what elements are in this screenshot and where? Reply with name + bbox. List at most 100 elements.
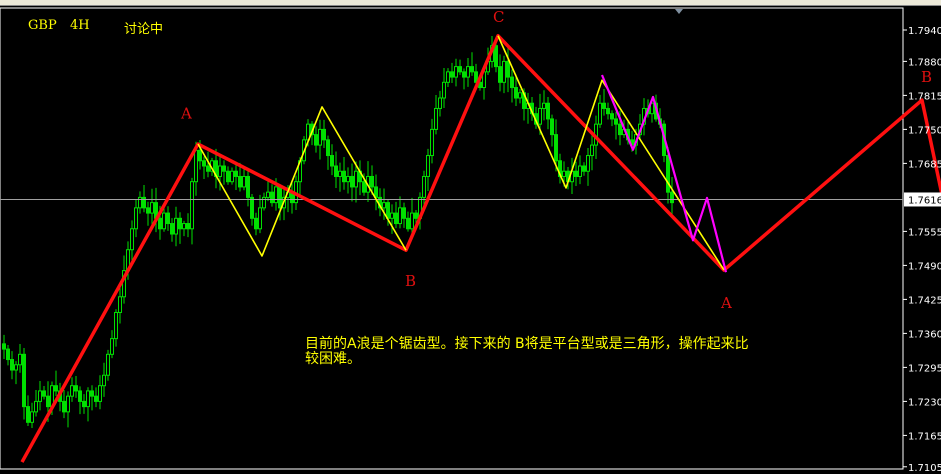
- candle-body: [54, 385, 58, 392]
- candle-body: [370, 175, 374, 188]
- candle-body: [134, 207, 138, 230]
- candle-body: [166, 212, 170, 225]
- candle-body: [322, 128, 326, 141]
- candle-body: [506, 60, 510, 78]
- y-axis-tick-label: 1.7555: [908, 227, 941, 238]
- chart-title: 讨论中: [124, 22, 164, 37]
- candle-body: [402, 207, 406, 219]
- candle-body: [498, 66, 502, 83]
- candle-body: [198, 149, 202, 162]
- toolbar-strip: [0, 0, 941, 6]
- candle-body: [350, 175, 354, 188]
- annotation-line: 目前的A浪是个锯齿型。接下来的 B将是平台型或是三角形，操作起来比: [305, 336, 749, 352]
- candle-body: [34, 400, 38, 413]
- candle-body: [458, 66, 462, 73]
- y-axis-tick-label: 1.7295: [908, 363, 941, 374]
- candle-body: [242, 175, 246, 188]
- candle-body: [670, 191, 674, 204]
- candle-body: [474, 71, 478, 83]
- candle-body: [142, 196, 146, 209]
- candle-body: [86, 390, 90, 408]
- candle-body: [466, 66, 470, 78]
- candle-body: [406, 217, 410, 230]
- candle-body: [542, 102, 546, 109]
- candle-body: [62, 400, 66, 413]
- candle-body: [226, 170, 230, 183]
- candle-body: [362, 181, 366, 193]
- red-wave-line: [20, 34, 941, 463]
- candle-body: [138, 196, 142, 209]
- candle-body: [162, 212, 166, 230]
- candle-body: [614, 118, 618, 125]
- candle-body: [314, 134, 318, 146]
- candle-body: [446, 71, 450, 83]
- candle-body: [386, 202, 390, 219]
- candle-body: [178, 217, 182, 230]
- candle-body: [238, 175, 242, 188]
- candle-body: [118, 296, 122, 313]
- y-axis-tick-label: 1.7815: [908, 91, 941, 102]
- candle-body: [330, 155, 334, 167]
- candle-body: [502, 60, 506, 83]
- candle-body: [338, 170, 342, 177]
- candle-body: [270, 191, 274, 204]
- candle-body: [74, 385, 78, 392]
- candle-body: [354, 170, 358, 188]
- candle-body: [470, 66, 474, 73]
- candle-body: [38, 390, 42, 402]
- candle-body: [390, 212, 394, 219]
- candle-body: [514, 87, 518, 99]
- candle-body: [18, 353, 22, 366]
- candle-body: [22, 353, 26, 408]
- candle-body: [346, 175, 350, 183]
- y-axis-tick-label: 1.7880: [908, 57, 941, 68]
- candle-body: [106, 353, 110, 376]
- candle-body: [278, 186, 282, 209]
- yellow-wave-line: [497, 35, 725, 271]
- candle-body: [382, 202, 386, 209]
- candle-body: [182, 223, 186, 230]
- candle-body: [398, 207, 402, 225]
- candle-body: [610, 113, 614, 120]
- y-axis-tick-label: 1.7750: [908, 125, 941, 136]
- candle-body: [410, 212, 414, 230]
- candle-body: [78, 390, 82, 402]
- candle-body: [666, 155, 670, 193]
- candle-body: [454, 66, 458, 78]
- candle-body: [70, 385, 74, 397]
- candle-body: [246, 175, 250, 198]
- candle-body: [422, 175, 426, 198]
- candle-body: [202, 160, 206, 167]
- candle-body: [586, 155, 590, 172]
- wave-label: A: [180, 105, 192, 123]
- candle-body: [590, 144, 594, 157]
- candle-body: [518, 92, 522, 99]
- candle-body: [394, 212, 398, 225]
- yellow-wave-line: [197, 106, 407, 257]
- candle-body: [438, 97, 442, 109]
- y-axis-tick-label: 1.7360: [908, 329, 941, 340]
- candle-body: [434, 107, 438, 130]
- wave-label: C: [493, 8, 504, 26]
- candle-body: [606, 107, 610, 115]
- candle-body: [562, 170, 566, 177]
- candle-body: [42, 390, 46, 397]
- candle-body: [462, 71, 466, 78]
- chart-shift-marker-icon: [675, 9, 683, 14]
- candle-body: [274, 186, 278, 204]
- candle-body: [130, 228, 134, 251]
- candle-body: [14, 364, 18, 371]
- candle-body: [10, 359, 14, 371]
- wave-label: A: [720, 294, 732, 312]
- candle-body: [98, 385, 102, 402]
- candle-body: [82, 400, 86, 408]
- candle-body: [150, 202, 154, 214]
- symbol-label: GBP: [28, 18, 57, 33]
- candle-body: [262, 196, 266, 209]
- candle-body: [342, 170, 346, 183]
- candle-body: [318, 128, 322, 146]
- candle-body: [254, 217, 258, 230]
- candle-body: [234, 170, 238, 177]
- y-axis-tick-label: 1.7230: [908, 397, 941, 408]
